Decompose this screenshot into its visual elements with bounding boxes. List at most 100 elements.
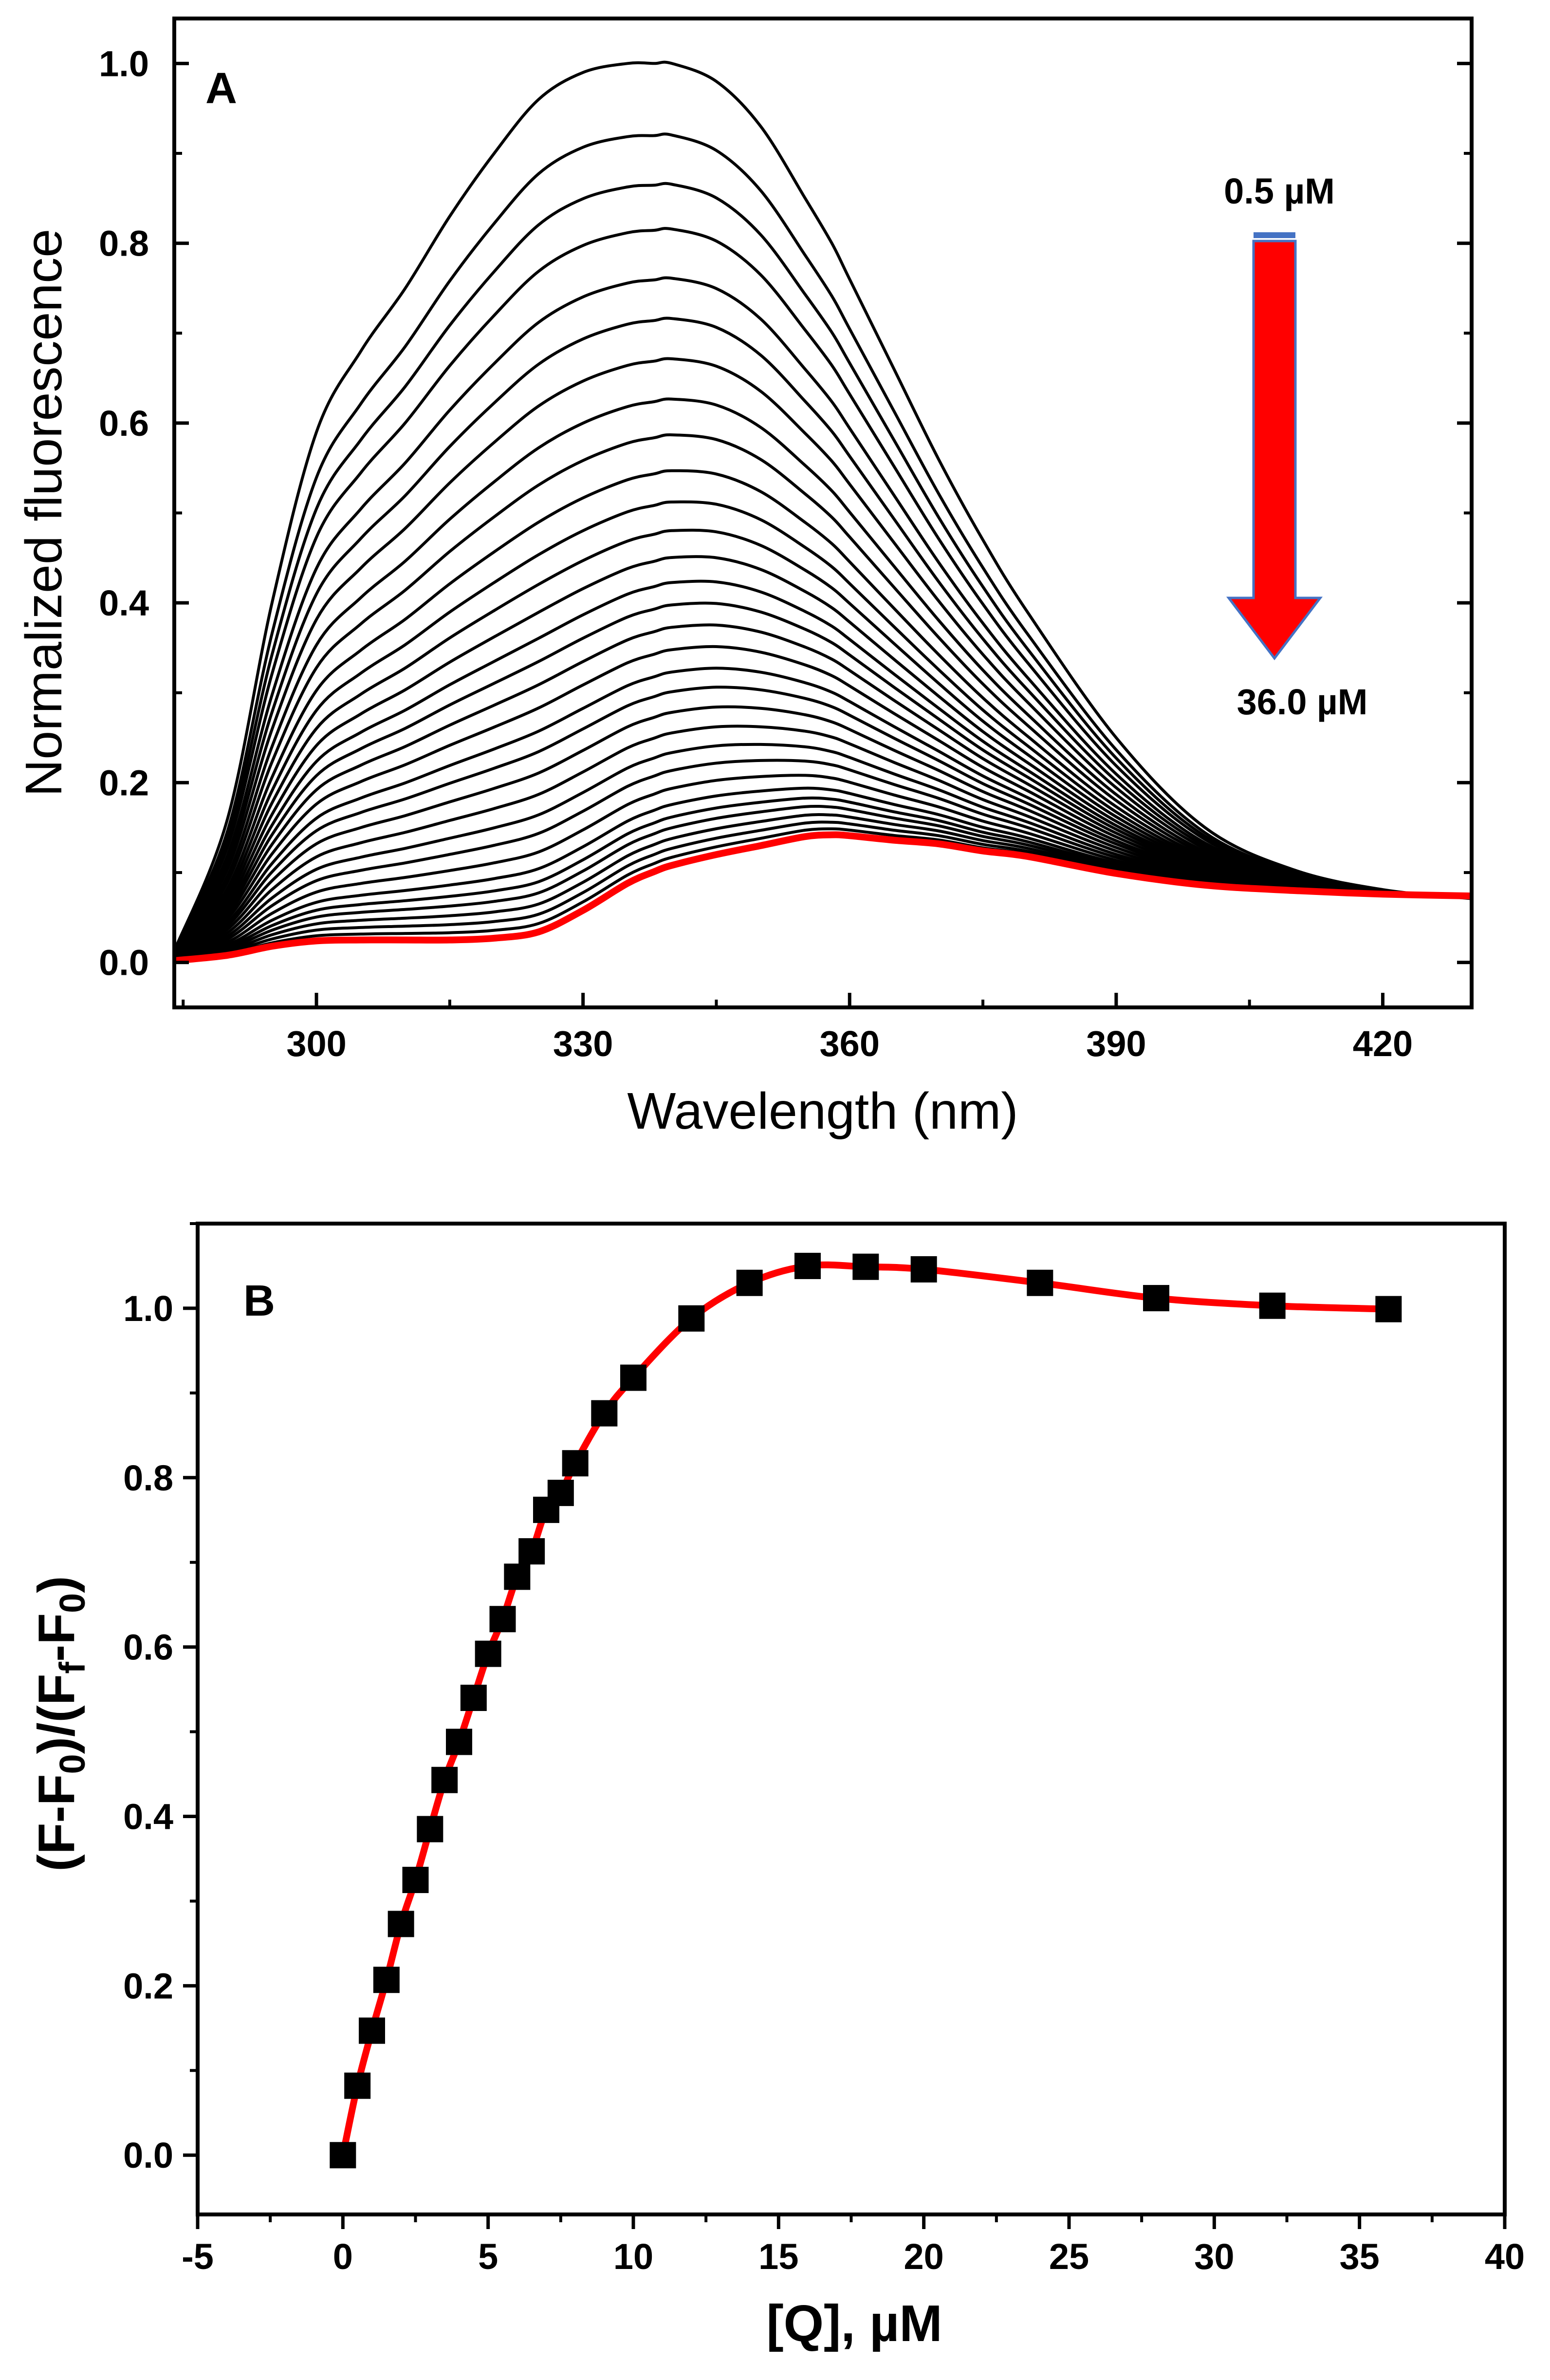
a-spectrum-line xyxy=(173,667,1472,960)
b-ylabel-part-3: -F xyxy=(28,1613,85,1662)
a-y-axis-title: Normalized fluorescence xyxy=(15,229,73,797)
panel-b: B -5 0 5 10 15 20 25 30 35 40 0.00.20.40.60.81.0 … xyxy=(28,1222,1525,2352)
b-data-point xyxy=(1143,1285,1169,1312)
b-y-tick-label: 1.0 xyxy=(123,1288,173,1329)
arrow-start-label: 0.5 µM xyxy=(1224,171,1335,211)
arrow-end-label: 36.0 µM xyxy=(1237,682,1368,722)
b-y-axis-title: (F-F0)/(Ff-F0) xyxy=(28,1576,92,1871)
b-x-tick-label: 30 xyxy=(1194,2236,1234,2277)
b-y-tick-label: 0.2 xyxy=(123,1966,173,2006)
b-markers xyxy=(330,1252,1402,2169)
b-data-point xyxy=(460,1685,487,1711)
a-y-tick-label: 0.8 xyxy=(99,223,149,264)
a-x-axis-ticks: 300 330 360 390 420 xyxy=(182,993,1413,1064)
b-data-point xyxy=(547,1480,574,1506)
b-data-point xyxy=(591,1400,618,1427)
a-spectrum-line xyxy=(173,705,1472,960)
a-spectrum-line xyxy=(173,528,1472,958)
b-x-tick-label: 20 xyxy=(904,2236,944,2277)
b-data-point xyxy=(388,1911,414,1937)
b-data-point xyxy=(359,2017,385,2044)
b-x-tick-label: 35 xyxy=(1340,2236,1380,2277)
a-y-tick-label: 0.4 xyxy=(99,583,149,623)
b-x-tick-label: 10 xyxy=(613,2236,653,2277)
a-x-tick-label: 300 xyxy=(286,1023,346,1064)
a-spectrum-line xyxy=(173,316,1472,955)
a-spectrum-line xyxy=(173,469,1472,957)
b-x-tick-label: 5 xyxy=(478,2236,498,2277)
a-spectrum-line xyxy=(173,645,1472,959)
b-ylabel-part-4: ) xyxy=(28,1576,85,1593)
panel-a: 0.5 µM 36.0 µM A 300 330 360 390 420 0.00.20… xyxy=(15,17,1474,1140)
a-spectrum-line xyxy=(173,433,1472,956)
panel-a-label: A xyxy=(205,64,237,113)
b-y-tick-label: 0.6 xyxy=(123,1627,173,1668)
b-x-tick-label: 15 xyxy=(758,2236,798,2277)
b-data-point xyxy=(794,1252,821,1279)
b-data-point xyxy=(489,1606,516,1633)
a-spectrum-final-red xyxy=(174,831,1472,964)
a-spectrum-line xyxy=(173,500,1472,957)
a-spectrum-line xyxy=(173,60,1472,951)
b-x-tick-label: -5 xyxy=(182,2236,214,2277)
a-spectrum-line xyxy=(173,397,1472,956)
b-data-point xyxy=(446,1729,472,1755)
b-ylabel-part-1: (F-F xyxy=(28,1774,85,1872)
b-ylabel-part-2: )/(F xyxy=(28,1674,85,1754)
a-spectrum-line xyxy=(173,182,1472,953)
concentration-arrow xyxy=(1226,232,1323,661)
b-data-point xyxy=(562,1450,589,1477)
b-data-point xyxy=(852,1253,879,1280)
b-ylabel-sub-3: 0 xyxy=(52,1593,92,1613)
b-data-point xyxy=(344,2072,371,2099)
b-data-point xyxy=(736,1269,763,1296)
a-x-tick-label: 420 xyxy=(1353,1023,1413,1064)
b-data-point xyxy=(678,1305,705,1332)
a-curves xyxy=(173,60,1472,964)
a-spectrum-line xyxy=(173,357,1472,955)
a-spectrum-line xyxy=(173,227,1472,954)
a-y-tick-label: 0.6 xyxy=(99,403,149,444)
a-x-tick-label: 330 xyxy=(553,1023,613,1064)
b-data-point xyxy=(1027,1269,1053,1296)
b-y-tick-label: 0.8 xyxy=(123,1458,173,1498)
b-data-point xyxy=(431,1766,458,1793)
a-spectrum-line xyxy=(173,601,1472,959)
b-x-tick-label: 40 xyxy=(1485,2236,1525,2277)
b-fit-line xyxy=(339,1261,1392,2159)
b-data-point xyxy=(1375,1296,1402,1322)
b-x-axis-title: [Q], µM xyxy=(766,2295,942,2352)
b-data-point xyxy=(504,1563,531,1590)
b-data-point xyxy=(910,1256,937,1283)
b-data-point xyxy=(417,1816,443,1842)
a-spectrum-line xyxy=(173,759,1472,961)
b-ylabel-sub-1: 0 xyxy=(52,1754,92,1774)
a-x-tick-label: 390 xyxy=(1086,1023,1146,1064)
a-spectrum-line xyxy=(173,686,1472,960)
a-x-axis-title: Wavelength (nm) xyxy=(627,1082,1018,1140)
a-spectrum-line xyxy=(173,132,1472,952)
a-x-tick-label: 360 xyxy=(820,1023,880,1064)
b-data-point xyxy=(1259,1292,1286,1319)
arrow-shape xyxy=(1226,240,1323,661)
b-data-point xyxy=(330,2142,356,2169)
b-y-tick-label: 0.0 xyxy=(123,2135,173,2175)
a-y-tick-label: 1.0 xyxy=(99,43,149,84)
b-x-axis-ticks: -5 0 5 10 15 20 25 30 35 40 xyxy=(182,2214,1525,2277)
a-spectrum-line xyxy=(173,623,1472,959)
a-spectrum-line xyxy=(173,276,1472,954)
panel-b-label: B xyxy=(243,1277,275,1325)
b-ylabel-sub-2: f xyxy=(52,1662,92,1674)
b-y-tick-label: 0.4 xyxy=(123,1797,173,1837)
a-y-tick-label: 0.2 xyxy=(99,762,149,803)
panel-b-frame xyxy=(196,1222,1507,2216)
b-x-tick-label: 0 xyxy=(333,2236,353,2277)
b-data-point xyxy=(518,1538,545,1565)
a-y-axis-ticks: 0.0 0.2 0.4 0.6 0.8 1.0 xyxy=(99,43,1472,983)
b-data-point xyxy=(620,1364,646,1391)
b-data-point xyxy=(402,1866,429,1893)
b-x-tick-label: 25 xyxy=(1049,2236,1089,2277)
a-spectrum-line xyxy=(173,743,1472,961)
a-spectrum-line xyxy=(173,725,1472,961)
